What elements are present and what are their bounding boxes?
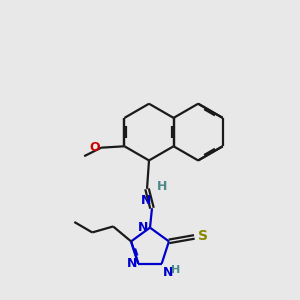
Text: H: H (171, 265, 180, 275)
Text: N: N (163, 266, 173, 279)
Text: S: S (198, 229, 208, 243)
Text: N: N (127, 257, 137, 270)
Text: N: N (138, 220, 148, 234)
Text: O: O (90, 141, 100, 154)
Text: H: H (157, 180, 167, 193)
Text: N: N (141, 194, 151, 207)
